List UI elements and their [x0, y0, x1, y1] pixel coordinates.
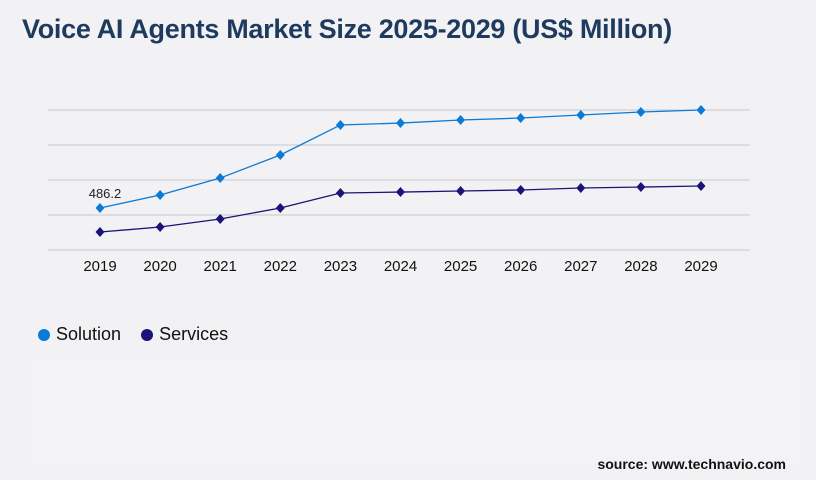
data-point	[636, 106, 646, 117]
x-tick-label: 2022	[264, 258, 297, 275]
data-point	[275, 149, 285, 160]
data-point	[396, 118, 405, 129]
x-tick-label: 2023	[324, 258, 357, 275]
x-tick-label: 2025	[444, 258, 477, 275]
data-point	[696, 105, 706, 115]
legend-label: Solution	[56, 324, 122, 344]
data-point	[516, 113, 526, 124]
data-point	[215, 213, 225, 224]
x-tick-label: 2026	[504, 258, 537, 275]
line-chart: 2019 2020 2021 2022 2023 2024 2025 2026 2027 2028…	[48, 105, 750, 275]
x-tick-label: 2024	[384, 258, 417, 275]
x-tick-label: 2021	[204, 258, 237, 275]
legend-item-solution[interactable]: Solution	[38, 324, 121, 345]
data-point	[95, 227, 105, 238]
data-point	[636, 182, 646, 193]
legend-marker-services	[141, 328, 154, 341]
legend: Solution Services	[38, 324, 228, 345]
data-point	[155, 222, 165, 233]
data-label: 486.2	[89, 186, 122, 201]
legend-label: Services	[159, 324, 229, 344]
data-point	[335, 120, 345, 131]
data-point	[576, 182, 586, 193]
legend-marker-solution	[38, 328, 50, 341]
data-point	[396, 187, 405, 198]
data-point	[456, 186, 466, 197]
x-tick-label: 2027	[564, 258, 597, 275]
legend-item-services[interactable]: Services	[141, 324, 228, 345]
chart-title: Voice AI Agents Market Size 2025-2029 (U…	[22, 14, 672, 44]
data-point	[696, 181, 706, 192]
data-point	[576, 110, 586, 121]
data-point	[215, 173, 225, 184]
source-credit: source: www.technavio.com	[597, 456, 786, 472]
x-tick-label: 2019	[83, 258, 116, 275]
data-point	[275, 203, 285, 214]
x-tick-label: 2020	[143, 258, 176, 275]
background-panel	[30, 355, 800, 465]
data-point	[95, 203, 105, 214]
x-tick-label: 2028	[624, 258, 657, 275]
x-tick-label: 2029	[684, 258, 717, 275]
data-point	[155, 189, 165, 200]
data-point	[335, 187, 345, 198]
data-point	[456, 115, 466, 126]
data-point	[516, 184, 526, 195]
